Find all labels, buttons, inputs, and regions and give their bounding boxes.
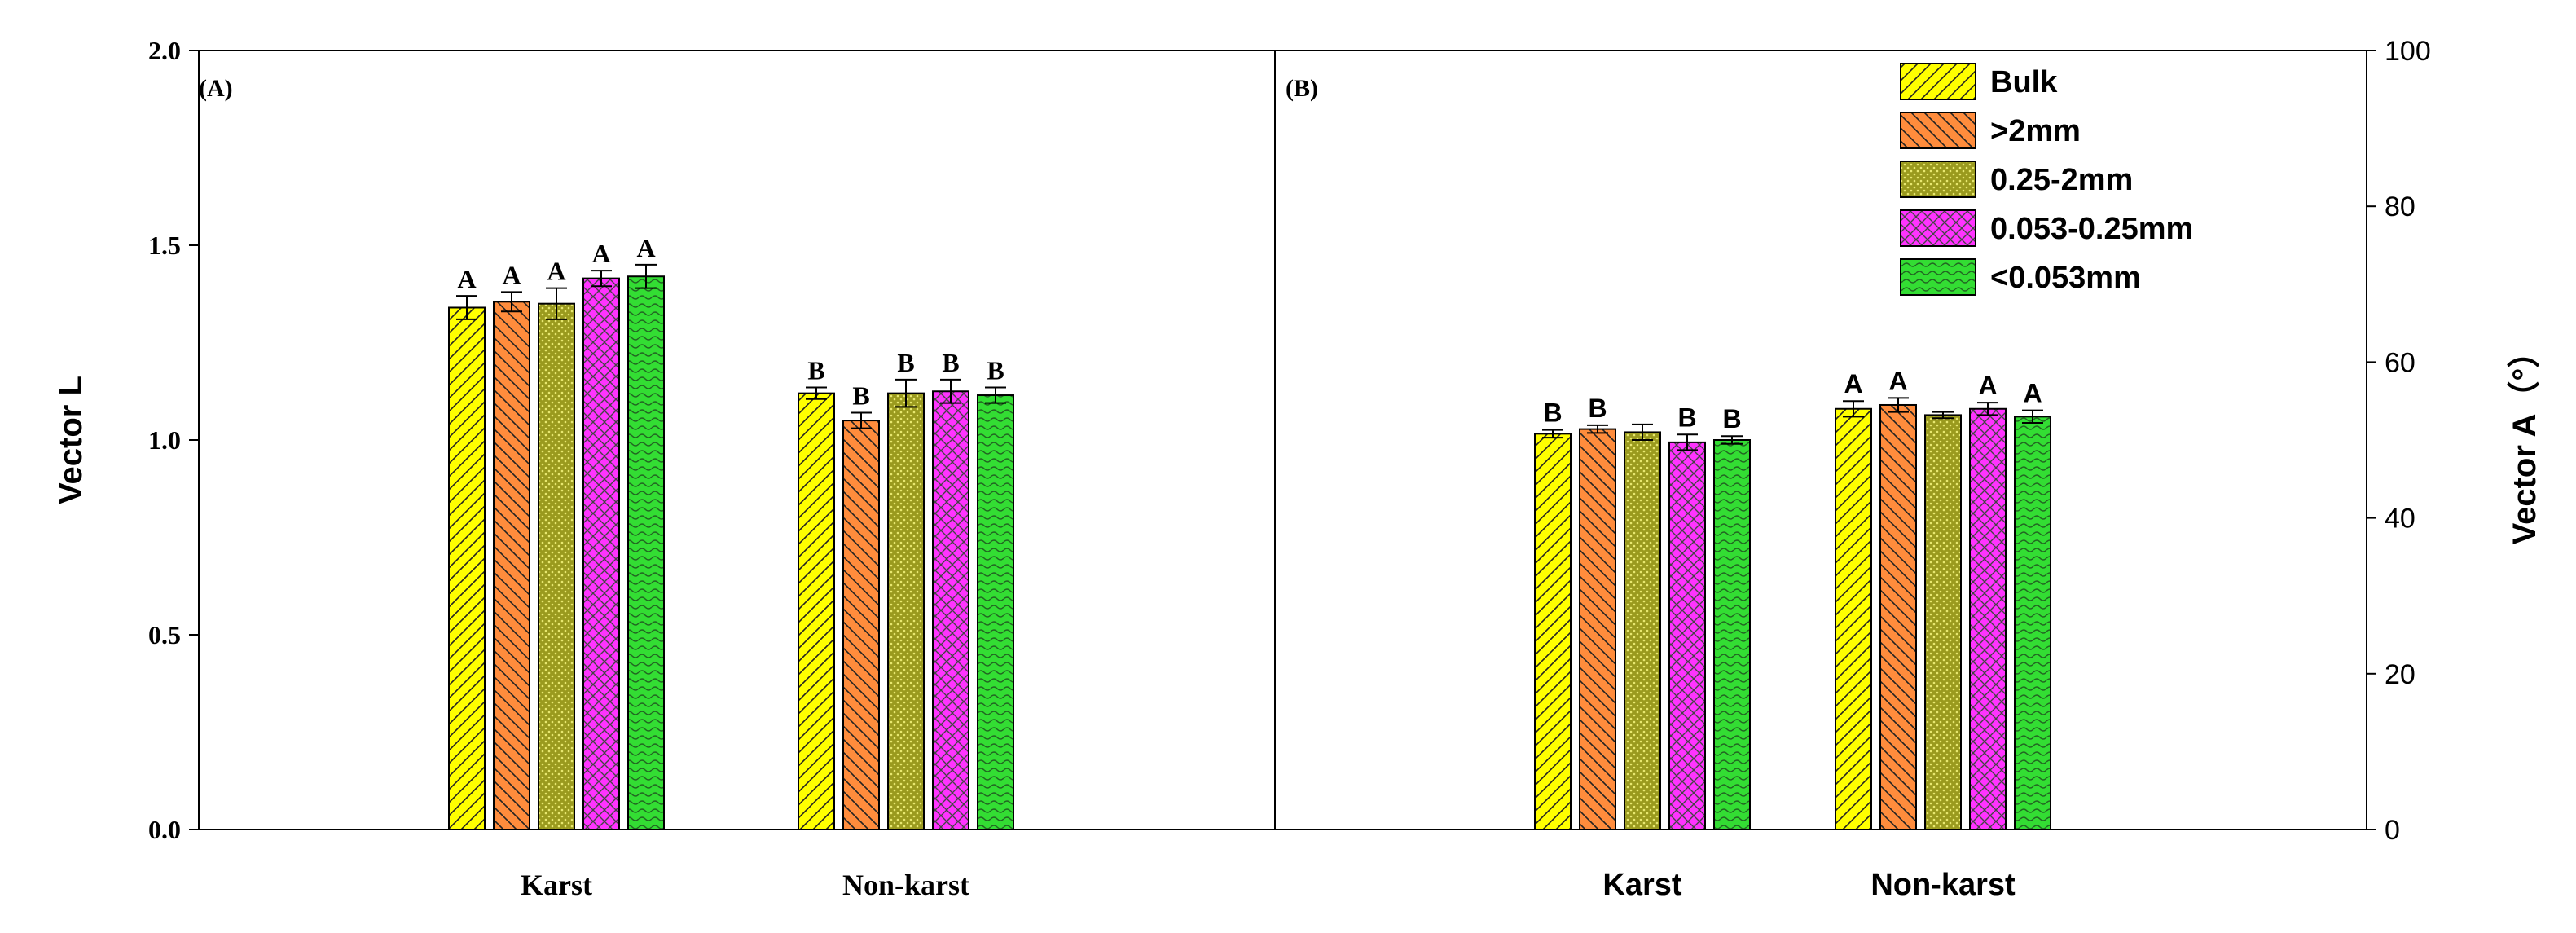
legend-swatch xyxy=(1900,63,1976,100)
legend-swatch xyxy=(1900,209,1976,247)
significance-letter: A xyxy=(457,264,476,293)
significance-letter: B xyxy=(987,355,1004,385)
bar--2mm-karst xyxy=(1579,428,1616,831)
panel-b-y-ticks: 0 20 40 60 80 100 xyxy=(2367,36,2431,846)
y-tick-label: 0.0 xyxy=(148,815,181,844)
significance-letter: A xyxy=(1844,369,1862,398)
significance-letter: B xyxy=(1677,403,1696,432)
significance-letter: A xyxy=(636,233,655,262)
significance-letter: A xyxy=(502,260,521,289)
bar-bulk-non-karst xyxy=(798,392,835,830)
bar-0-053-0-25mm-karst xyxy=(582,277,620,830)
significance-letter: B xyxy=(1543,398,1562,428)
panel-b-x-labels: Karst Non-karst xyxy=(1602,868,2016,902)
panel-a-y-axis-title: Vector L xyxy=(53,376,89,504)
bar-bulk-non-karst xyxy=(1835,407,1872,830)
y-tick-label: 100 xyxy=(2385,36,2431,67)
significance-letter: B xyxy=(897,348,914,377)
bar-0-25-2mm-karst xyxy=(538,302,575,830)
y-tick-label: 0.5 xyxy=(148,620,181,649)
y-tick-label: 80 xyxy=(2385,191,2416,222)
legend-label: 0.053-0.25mm xyxy=(1990,212,2193,246)
x-category-label: Karst xyxy=(1602,868,1681,902)
panel-a-label: (A) xyxy=(199,75,233,102)
y-tick-label: 1.5 xyxy=(148,231,181,260)
bar--0-053mm-karst xyxy=(1713,439,1751,830)
legend-label: Bulk xyxy=(1990,65,2058,99)
significance-letter: A xyxy=(547,257,565,286)
y-tick-label: 0 xyxy=(2385,815,2400,846)
bar-0-053-0-25mm-non-karst xyxy=(1969,407,2007,830)
x-category-label: Non-karst xyxy=(1870,868,2016,902)
significance-letter: A xyxy=(1888,366,1907,395)
bar-bulk-karst xyxy=(1534,433,1572,830)
legend-swatch xyxy=(1900,258,1976,296)
panel-a-x-labels: Karst Non-karst xyxy=(521,869,969,901)
significance-letter: B xyxy=(942,348,959,377)
x-category-label: Non-karst xyxy=(842,869,969,901)
legend-swatch xyxy=(1900,161,1976,198)
y-tick-label: 40 xyxy=(2385,504,2416,535)
bar--0-053mm-karst xyxy=(627,275,665,830)
x-category-label: Karst xyxy=(521,869,592,901)
bar-0-25-2mm-non-karst xyxy=(887,392,925,830)
bar-0-053-0-25mm-non-karst xyxy=(932,390,969,830)
y-tick-label: 2.0 xyxy=(148,36,181,65)
bar--0-053mm-non-karst xyxy=(2014,416,2051,830)
bar-0-25-2mm-karst xyxy=(1624,431,1661,830)
panel-b-label: (B) xyxy=(1286,75,1318,102)
significance-letter: B xyxy=(852,381,869,411)
panel-a-y-ticks: 0.0 0.5 1.0 1.5 2.0 xyxy=(148,36,199,844)
significance-letter: A xyxy=(2023,379,2042,408)
bar-bulk-karst xyxy=(448,306,486,831)
legend-swatch xyxy=(1900,112,1976,149)
bar--2mm-non-karst xyxy=(842,420,880,830)
bar--2mm-karst xyxy=(493,301,530,830)
significance-letter: B xyxy=(1588,394,1607,423)
legend-label: 0.25-2mm xyxy=(1990,163,2133,197)
significance-letter: B xyxy=(807,355,824,385)
y-tick-label: 1.0 xyxy=(148,425,181,455)
y-tick-label: 20 xyxy=(2385,659,2416,690)
bar-0-053-0-25mm-karst xyxy=(1668,441,1706,830)
panel-b-bars: B B B BA A A A xyxy=(1534,366,2051,831)
significance-letter: A xyxy=(591,239,610,268)
bar--0-053mm-non-karst xyxy=(977,394,1014,830)
bar--2mm-non-karst xyxy=(1879,403,1917,831)
legend-label: <0.053mm xyxy=(1990,261,2141,295)
significance-letter: A xyxy=(1978,371,1997,400)
panel-b-y-axis-title: Vector A（°） xyxy=(2507,336,2543,545)
legend-label: >2mm xyxy=(1990,114,2081,148)
significance-letter: B xyxy=(1722,404,1741,433)
legend: Bulk >2mm 0.25-2mm 0.053-0.25mm <0.053mm xyxy=(1900,63,2193,296)
bar-0-25-2mm-non-karst xyxy=(1924,414,1962,830)
y-tick-label: 60 xyxy=(2385,347,2416,378)
